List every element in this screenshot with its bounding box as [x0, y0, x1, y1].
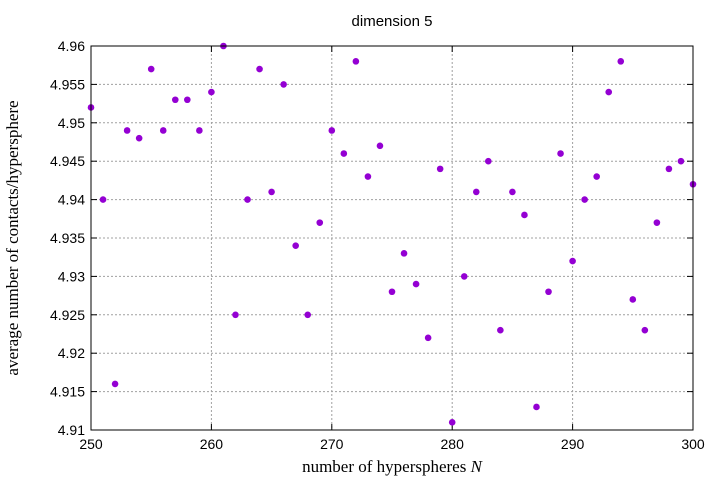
data-point [436, 165, 444, 173]
data-point [147, 65, 155, 73]
data-point [605, 88, 613, 96]
data-point [328, 127, 336, 134]
data-point [171, 96, 179, 104]
data-point [280, 81, 287, 88]
data-point [641, 326, 649, 334]
data-point [316, 219, 324, 226]
data-point [123, 127, 131, 134]
data-point [244, 196, 251, 203]
x-tick-label: 300 [681, 436, 705, 452]
y-tick-label: 4.925 [50, 307, 85, 323]
data-point [677, 157, 685, 165]
data-point [533, 403, 540, 411]
chart-title: dimension 5 [352, 13, 433, 30]
plot-frame [90, 45, 694, 431]
y-tick-label: 4.96 [58, 38, 85, 54]
data-point [184, 96, 191, 104]
data-point [460, 273, 468, 280]
data-point [485, 157, 492, 165]
x-tick-label: 270 [320, 436, 344, 452]
data-point [388, 288, 396, 296]
y-tick-label: 4.955 [50, 76, 85, 92]
data-points [87, 42, 697, 426]
data-point [99, 196, 107, 203]
data-point [472, 188, 480, 196]
data-point [545, 288, 552, 296]
x-axis-label-variable: N [470, 457, 484, 476]
data-point [268, 188, 275, 196]
y-tick-label: 4.94 [58, 192, 85, 208]
data-point [304, 311, 312, 319]
x-tick-label: 260 [200, 436, 224, 452]
data-point [135, 134, 143, 142]
data-point [364, 173, 372, 180]
x-tick-label: 290 [561, 436, 585, 452]
y-tick-label: 4.93 [58, 268, 85, 284]
data-point [424, 334, 432, 342]
x-tick-label: 250 [79, 436, 103, 452]
y-tick-labels: 4.91 4.915 4.92 4.925 4.93 4.935 4.94 4.945 4.95… [50, 38, 85, 438]
data-point [557, 150, 564, 157]
y-tick-label: 4.935 [50, 230, 85, 246]
y-tick-label: 4.95 [58, 115, 85, 131]
data-point [593, 173, 600, 180]
data-point [376, 142, 384, 150]
y-tick-label: 4.915 [50, 384, 85, 400]
data-point [208, 88, 215, 96]
data-point [629, 296, 637, 303]
data-point [521, 211, 528, 219]
data-point [617, 58, 625, 65]
data-point [292, 242, 299, 249]
data-point [665, 165, 673, 173]
x-tick-labels: 250 260 270 280 290 300 [79, 436, 705, 452]
data-point [497, 326, 504, 334]
data-point [400, 250, 408, 257]
data-point [581, 196, 588, 203]
x-tick-label: 280 [441, 436, 465, 452]
data-point [412, 280, 420, 288]
x-axis-label-text: number of hyperspheres [302, 457, 466, 476]
y-tick-label: 4.92 [58, 345, 85, 361]
data-point [340, 150, 348, 157]
data-point [111, 380, 119, 388]
y-tick-label: 4.945 [50, 153, 85, 169]
grid [91, 46, 693, 430]
data-point [448, 419, 456, 426]
data-point [256, 65, 263, 73]
data-point [653, 219, 661, 226]
data-point [196, 127, 203, 134]
data-point [232, 311, 239, 319]
x-axis-label: number of hyperspheres N [302, 457, 484, 476]
y-tick-label: 4.91 [58, 422, 85, 438]
y-axis-label: average number of contacts/hypersphere [3, 100, 22, 375]
data-point [509, 188, 516, 196]
data-point [352, 58, 360, 65]
data-point [569, 257, 576, 265]
data-point [159, 127, 167, 134]
